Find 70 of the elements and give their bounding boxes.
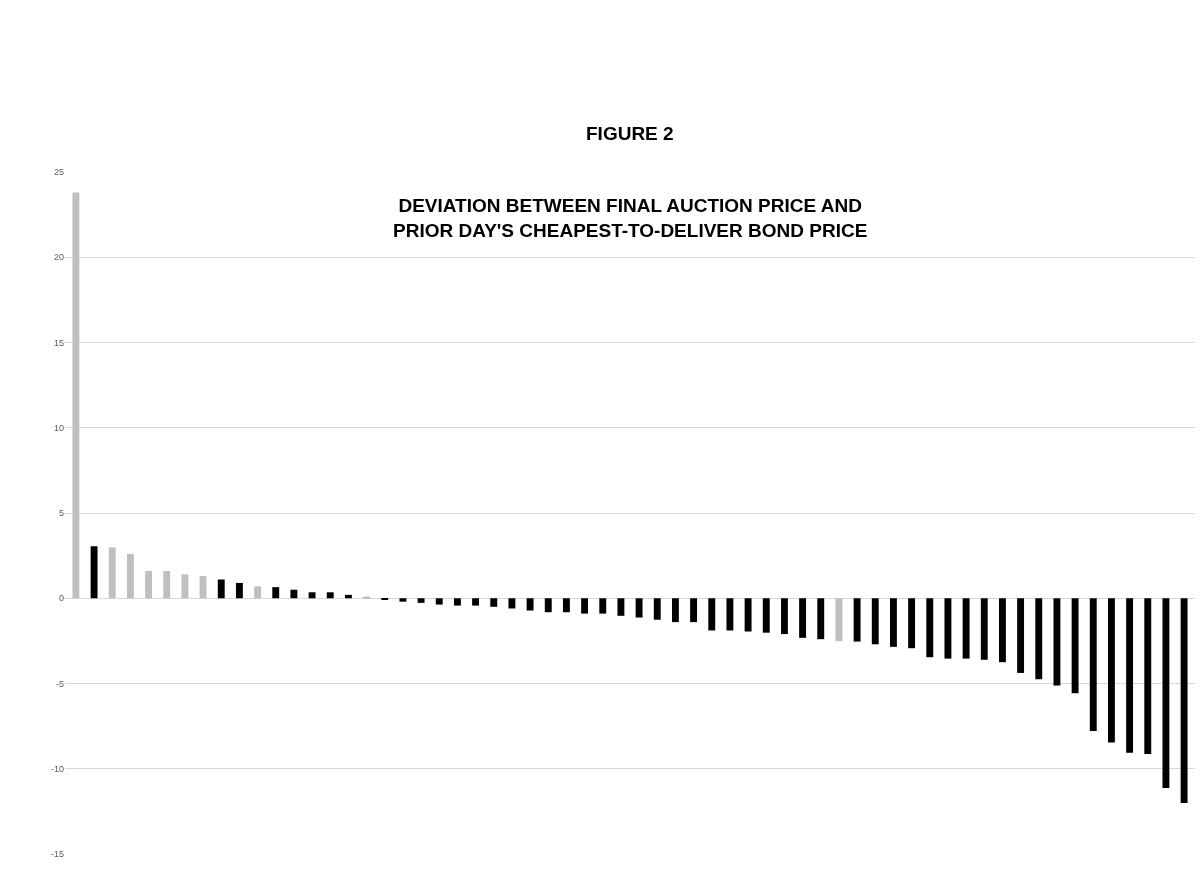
bar xyxy=(1107,598,1115,743)
chart-title: FIGURE 2 xyxy=(586,123,674,144)
bar xyxy=(235,582,243,599)
bar xyxy=(980,598,988,660)
y-tick-label: -5 xyxy=(55,678,64,689)
y-tick-label: 25 xyxy=(53,167,64,178)
bar xyxy=(1144,598,1152,755)
bar xyxy=(926,598,934,658)
bar xyxy=(417,598,425,603)
bar xyxy=(1089,598,1097,732)
y-tick-label: -10 xyxy=(50,763,64,774)
bar xyxy=(617,598,625,616)
bar xyxy=(1162,598,1170,789)
bar xyxy=(1126,598,1134,753)
bar xyxy=(671,598,679,623)
bar xyxy=(254,586,262,599)
bar xyxy=(562,598,570,613)
bar xyxy=(72,192,80,599)
y-tick-label: 10 xyxy=(53,422,64,433)
bar xyxy=(635,598,643,618)
y-tick-label: 20 xyxy=(53,252,64,263)
text: DEVIATION BETWEEN FINAL AUCTION PRICE AND PRIOR DAY'S CHEAPEST-TO-DELIVER BOND PRICE xyxy=(393,195,868,241)
bar xyxy=(853,598,861,642)
bar xyxy=(998,598,1006,663)
bar xyxy=(944,598,952,659)
bar xyxy=(217,579,225,599)
bar xyxy=(581,598,589,614)
bar xyxy=(744,598,752,632)
y-tick-label: 0 xyxy=(58,593,64,604)
bar xyxy=(708,598,716,631)
bar xyxy=(835,598,843,642)
bar xyxy=(163,570,171,599)
bar xyxy=(290,589,298,599)
bar xyxy=(1180,598,1188,804)
bar xyxy=(490,598,498,607)
bar xyxy=(544,598,552,613)
bar xyxy=(871,598,879,645)
bar xyxy=(308,592,316,599)
bar xyxy=(726,598,734,631)
bar xyxy=(453,598,461,606)
bar xyxy=(962,598,970,659)
bar xyxy=(1035,598,1043,680)
bar xyxy=(889,598,897,647)
y-tick-label: -15 xyxy=(50,849,64,860)
bar xyxy=(472,598,480,606)
bar xyxy=(526,598,534,611)
bar xyxy=(1017,598,1025,673)
bar xyxy=(799,598,807,638)
bar xyxy=(399,598,407,602)
bar xyxy=(508,598,516,609)
bar xyxy=(108,547,116,599)
bar xyxy=(181,574,189,599)
bar xyxy=(90,546,98,599)
bar xyxy=(1053,598,1061,686)
bar xyxy=(435,598,443,605)
bar xyxy=(762,598,770,633)
bar xyxy=(326,592,334,599)
bar xyxy=(817,598,825,640)
bar xyxy=(908,598,916,649)
bar xyxy=(199,576,207,599)
bar xyxy=(690,598,698,623)
bar xyxy=(145,570,153,599)
bar xyxy=(653,598,661,620)
bar xyxy=(780,598,788,635)
y-tick-label: 5 xyxy=(58,508,64,519)
y-tick-label: 15 xyxy=(53,337,64,348)
bar xyxy=(599,598,607,614)
bar xyxy=(272,587,280,599)
bar xyxy=(126,553,134,599)
bar xyxy=(1071,598,1079,694)
